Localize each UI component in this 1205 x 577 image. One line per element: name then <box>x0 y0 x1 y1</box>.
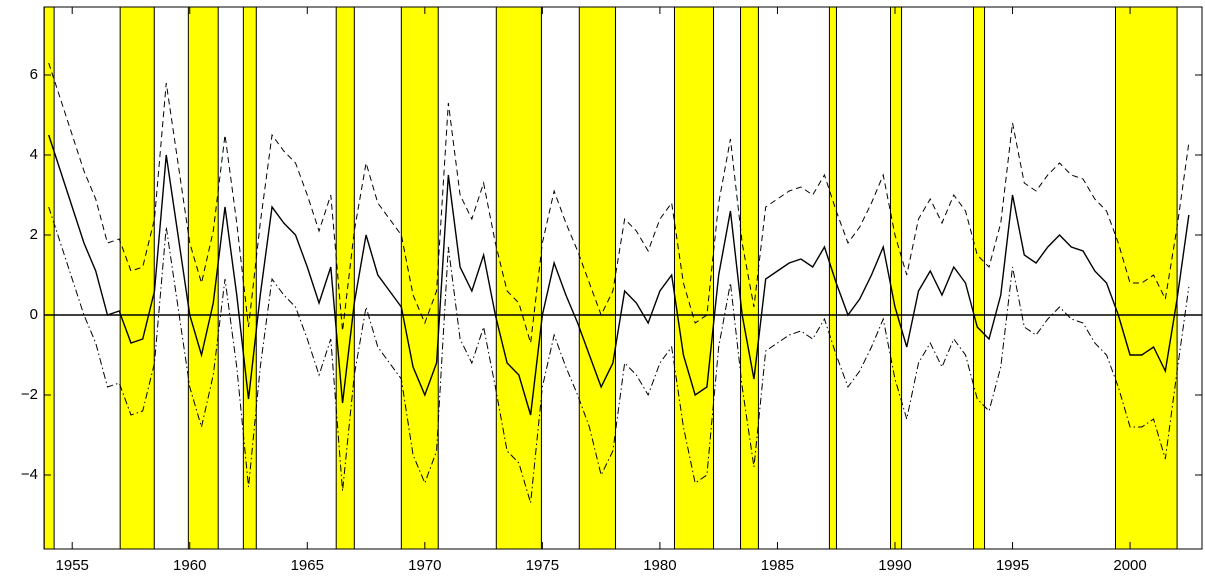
shaded-period <box>43 6 55 550</box>
x-tick-label: 1955 <box>56 557 89 574</box>
x-tick-label: 1960 <box>173 557 206 574</box>
y-tick-label: 4 <box>30 146 38 163</box>
x-tick-label: 2000 <box>1113 557 1146 574</box>
shaded-period <box>828 6 837 550</box>
x-tick-label: 1990 <box>878 557 911 574</box>
y-tick-label: 6 <box>30 66 38 83</box>
shaded-period <box>973 6 986 550</box>
series-line <box>48 134 1190 416</box>
x-tick-label: 1985 <box>761 557 794 574</box>
shaded-period <box>673 6 715 550</box>
shaded-period <box>890 6 903 550</box>
x-tick-label: 1975 <box>526 557 559 574</box>
x-tick-label: 1970 <box>408 557 441 574</box>
x-tick-label: 1965 <box>291 557 324 574</box>
y-tick-label: −2 <box>21 386 38 403</box>
shaded-period <box>578 6 616 550</box>
y-tick-label: 0 <box>30 306 38 323</box>
shaded-period <box>187 6 219 550</box>
x-tick-label: 1980 <box>643 557 676 574</box>
y-tick-label: 2 <box>30 226 38 243</box>
shaded-period <box>1114 6 1178 550</box>
shaded-period <box>119 6 155 550</box>
series-line <box>48 206 1190 504</box>
shaded-period <box>740 6 759 550</box>
x-tick-label: 1995 <box>996 557 1029 574</box>
shaded-period <box>400 6 439 550</box>
series-line <box>48 62 1190 344</box>
plot-frame <box>43 6 1203 550</box>
y-tick-label: −4 <box>21 466 38 483</box>
